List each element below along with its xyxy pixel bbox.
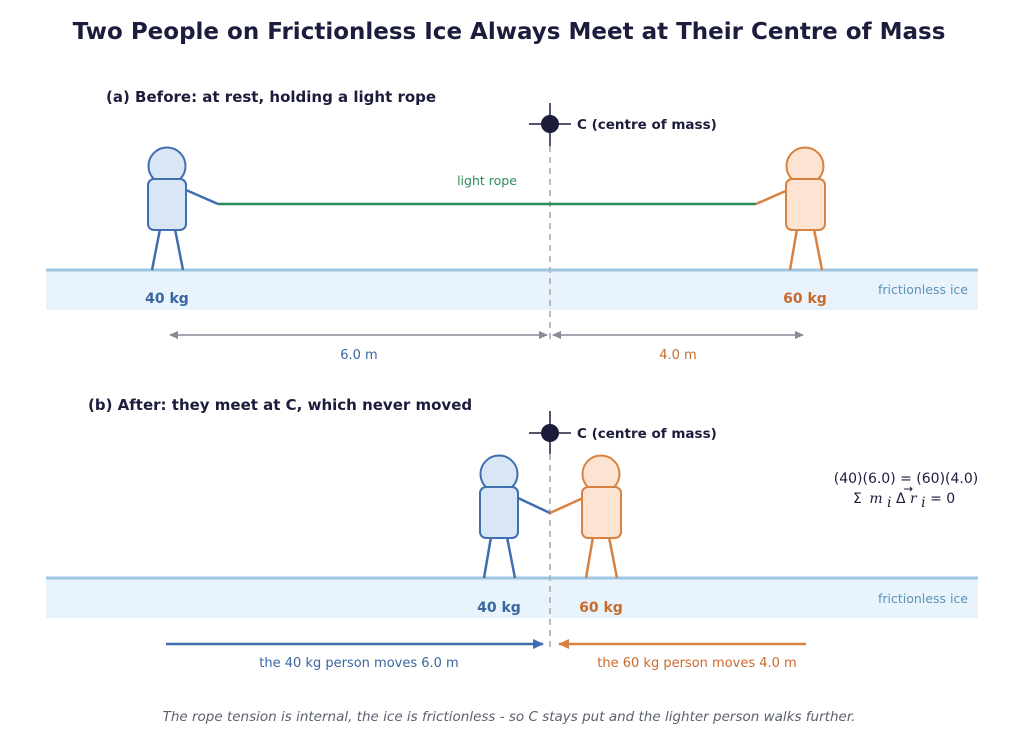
- footer-caption: The rope tension is internal, the ice is…: [163, 709, 856, 725]
- person-60kg-b: [549, 454, 622, 579]
- momentum-equation: (40)(6.0) = (60)(4.0): [834, 471, 978, 487]
- panel-b-label: (b) After: they meet at C, which never m…: [88, 396, 472, 414]
- cm-marker-b: [529, 411, 571, 454]
- distance-label-right: 4.0 m: [659, 348, 696, 363]
- cm-label-a: C (centre of mass): [577, 117, 717, 133]
- person-60kg-a: [755, 146, 826, 271]
- move-label-40kg: the 40 kg person moves 6.0 m: [259, 656, 458, 671]
- ice-label-b: frictionless ice: [878, 591, 968, 606]
- panel-a-label: (a) Before: at rest, holding a light rop…: [106, 88, 436, 106]
- person-40kg-a: [147, 146, 219, 271]
- cm-label-b: C (centre of mass): [577, 426, 717, 442]
- rope-label: light rope: [457, 173, 517, 188]
- vector-arrow-icon: [904, 486, 913, 492]
- distance-label-left: 6.0 m: [340, 348, 377, 363]
- mass-label-60kg-a: 60 kg: [783, 291, 827, 307]
- svg-text:Σ m i: Σ m i Δ r i = 0: [853, 491, 955, 511]
- panel-b: (b) After: they meet at C, which never m…: [46, 396, 978, 671]
- ice-surface-a: [46, 270, 978, 310]
- mass-label-40kg-a: 40 kg: [145, 291, 189, 307]
- mass-label-40kg-b: 40 kg: [477, 600, 521, 616]
- ice-surface-b: [46, 578, 978, 618]
- panel-a: (a) Before: at rest, holding a light rop…: [46, 88, 978, 363]
- mass-label-60kg-b: 60 kg: [579, 600, 623, 616]
- person-40kg-b: [479, 454, 551, 579]
- page-title: Two People on Frictionless Ice Always Me…: [73, 19, 946, 45]
- ice-label-a: frictionless ice: [878, 282, 968, 297]
- cm-marker-a: [529, 103, 571, 146]
- move-label-60kg: the 60 kg person moves 4.0 m: [597, 656, 796, 671]
- sum-equation: Σ m i Δ r i = 0: [853, 486, 955, 511]
